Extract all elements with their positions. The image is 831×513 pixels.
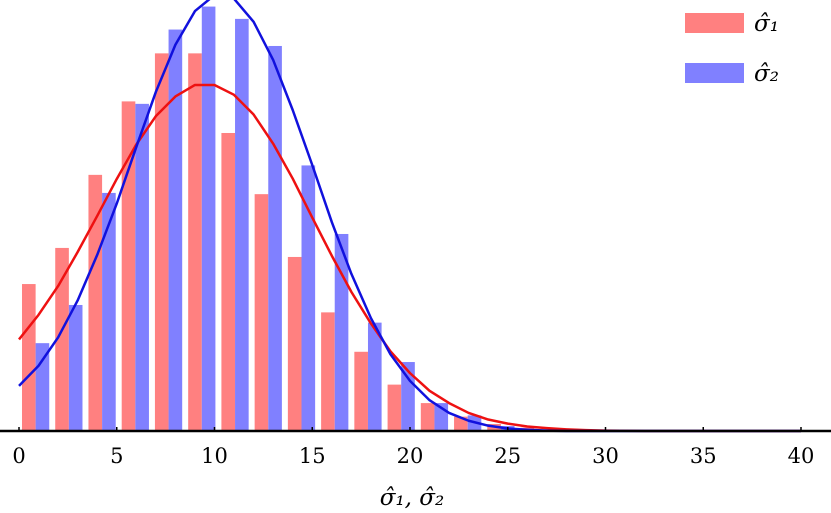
bar-series-2-bin-1 <box>68 304 83 431</box>
bar-series-1-bin-4 <box>154 53 169 432</box>
x-tick-label-20: 20 <box>397 444 424 468</box>
curves-layer <box>18 0 801 433</box>
fit-curve-series-1 <box>18 83 801 433</box>
bar-series-2-bin-5 <box>201 6 216 431</box>
bar-series-2-bin-0 <box>35 343 50 431</box>
bar-series-1-bin-0 <box>21 284 36 431</box>
bar-series-1-bin-8 <box>287 256 302 431</box>
bar-series-2-bin-4 <box>168 29 183 432</box>
bar-series-1-bin-10 <box>354 351 368 431</box>
bar-series-1-bin-6 <box>221 132 236 432</box>
bar-series-2-bin-2 <box>102 192 116 431</box>
bar-series-2-bin-10 <box>367 322 382 431</box>
x-tick-label-30: 30 <box>592 444 619 468</box>
x-tick-label-25: 25 <box>494 444 521 468</box>
bar-series-1-bin-11 <box>387 384 402 431</box>
bar-series-1-bin-12 <box>420 403 435 431</box>
bar-series-1-bin-3 <box>121 101 136 431</box>
x-axis-ticks: 0 5 10 15 20 25 30 35 40 <box>12 427 814 468</box>
bars-layer <box>21 6 634 432</box>
legend-swatch-series-2 <box>685 63 744 83</box>
bar-series-2-bin-11 <box>401 362 415 431</box>
bar-series-1-bin-1 <box>55 247 69 431</box>
bar-series-1-bin-9 <box>321 312 335 431</box>
x-tick-label-10: 10 <box>201 444 228 468</box>
bar-series-2-bin-7 <box>268 45 282 431</box>
legend-label-series-2: σ̂₂ <box>754 61 779 87</box>
legend: σ̂₁ σ̂₂ <box>685 11 779 87</box>
legend-swatch-series-1 <box>685 13 744 33</box>
x-tick-label-35: 35 <box>690 444 717 468</box>
bar-series-1-bin-2 <box>88 174 103 432</box>
x-tick-label-0: 0 <box>12 444 25 468</box>
bar-series-2-bin-8 <box>301 165 316 432</box>
x-axis-title: σ̂₁, σ̂₂ <box>380 485 444 511</box>
bar-series-1-bin-7 <box>254 194 269 431</box>
fit-curve-series-2 <box>18 0 801 433</box>
bar-series-1-bin-5 <box>188 53 202 432</box>
x-tick-label-15: 15 <box>299 444 326 468</box>
bar-series-2-bin-9 <box>334 233 349 431</box>
bar-series-2-bin-3 <box>135 103 149 431</box>
bar-series-2-bin-6 <box>235 18 249 431</box>
legend-label-series-1: σ̂₁ <box>754 11 779 37</box>
x-tick-label-5: 5 <box>110 444 123 468</box>
x-tick-label-40: 40 <box>788 444 815 468</box>
